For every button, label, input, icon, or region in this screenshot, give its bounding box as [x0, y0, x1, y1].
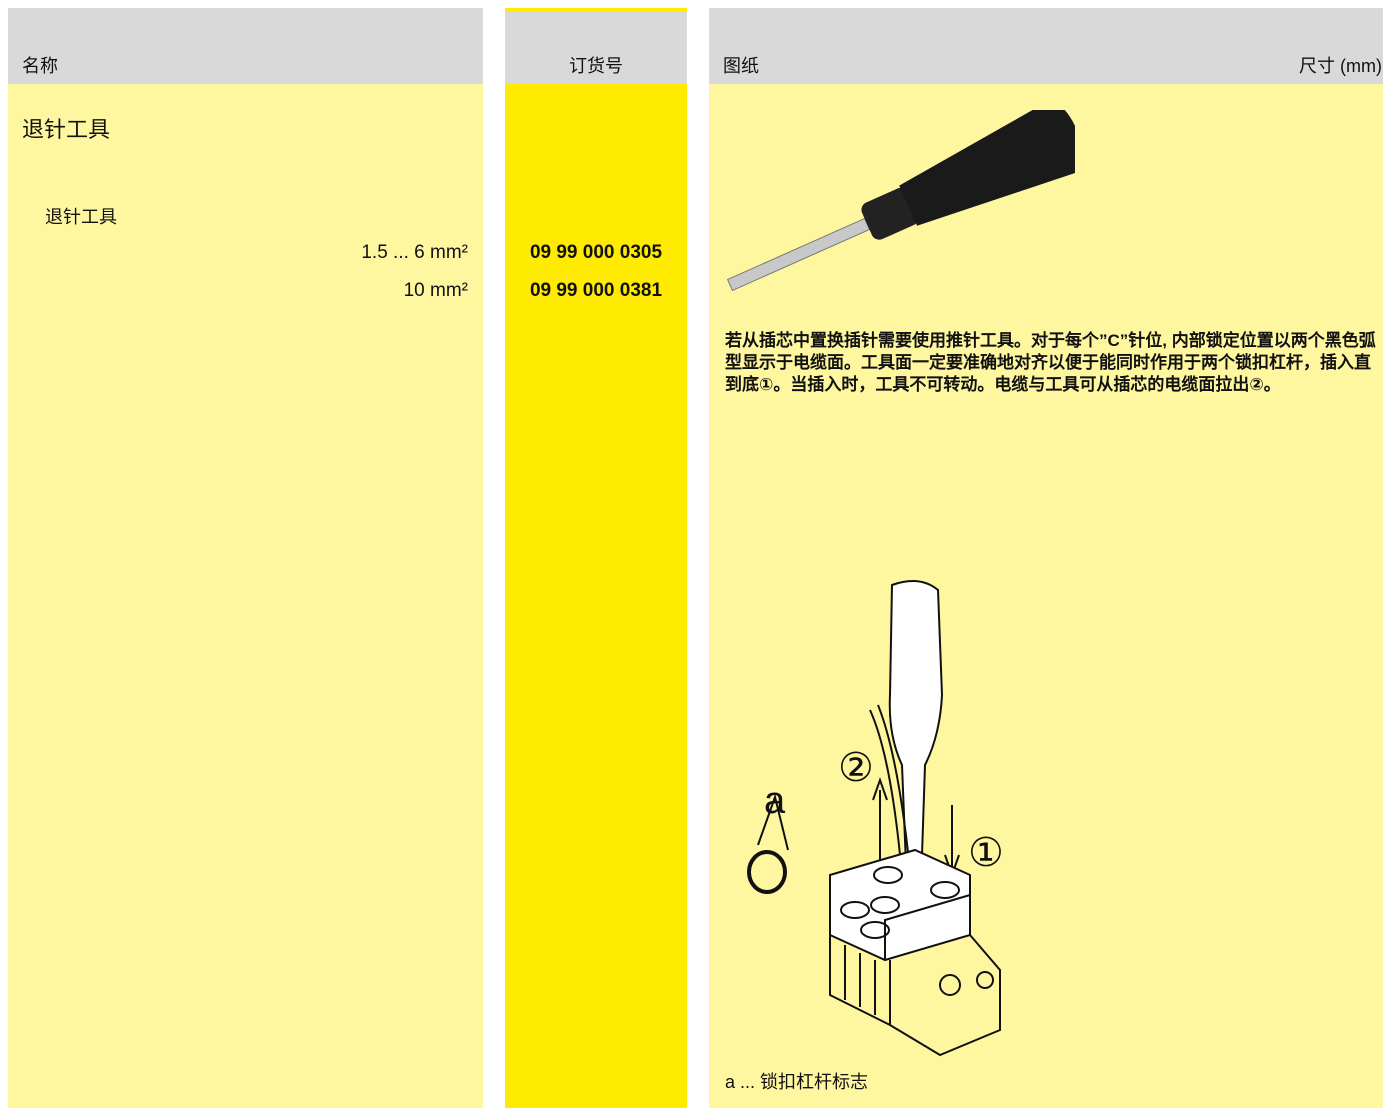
column — [8, 84, 483, 1108]
size: 10 mm² — [403, 280, 468, 301]
size: 1.5 ... 6 mm² — [361, 242, 468, 263]
header-cell — [709, 8, 1383, 84]
order-number: 09 99 000 0305 — [529, 242, 663, 263]
header-cell — [8, 8, 483, 84]
header-label: 名称 — [22, 56, 58, 76]
product-subtitle: 退针工具 — [45, 207, 117, 227]
column — [505, 84, 687, 1108]
description: 若从插芯中置换插针需要使用推针工具。对于每个”C”针位, 内部锁定位置以两个黑色… — [725, 331, 1376, 394]
column — [709, 84, 1383, 1108]
diagram-label: a — [764, 780, 786, 822]
header-label: 尺寸 (mm) — [1299, 56, 1382, 76]
diagram-label: ① — [968, 831, 1004, 875]
tool-photo — [726, 110, 1075, 292]
order-number: 09 99 000 0381 — [529, 280, 663, 301]
connector-illustration — [747, 580, 1001, 1057]
header-cell — [505, 8, 687, 84]
product-title: 退针工具 — [22, 117, 111, 142]
diagram-label: ② — [838, 746, 874, 790]
diagram-caption: a ... 锁扣杠杆标志 — [725, 1072, 869, 1092]
header-label: 图纸 — [723, 56, 759, 76]
header-label: 订货号 — [569, 56, 623, 76]
